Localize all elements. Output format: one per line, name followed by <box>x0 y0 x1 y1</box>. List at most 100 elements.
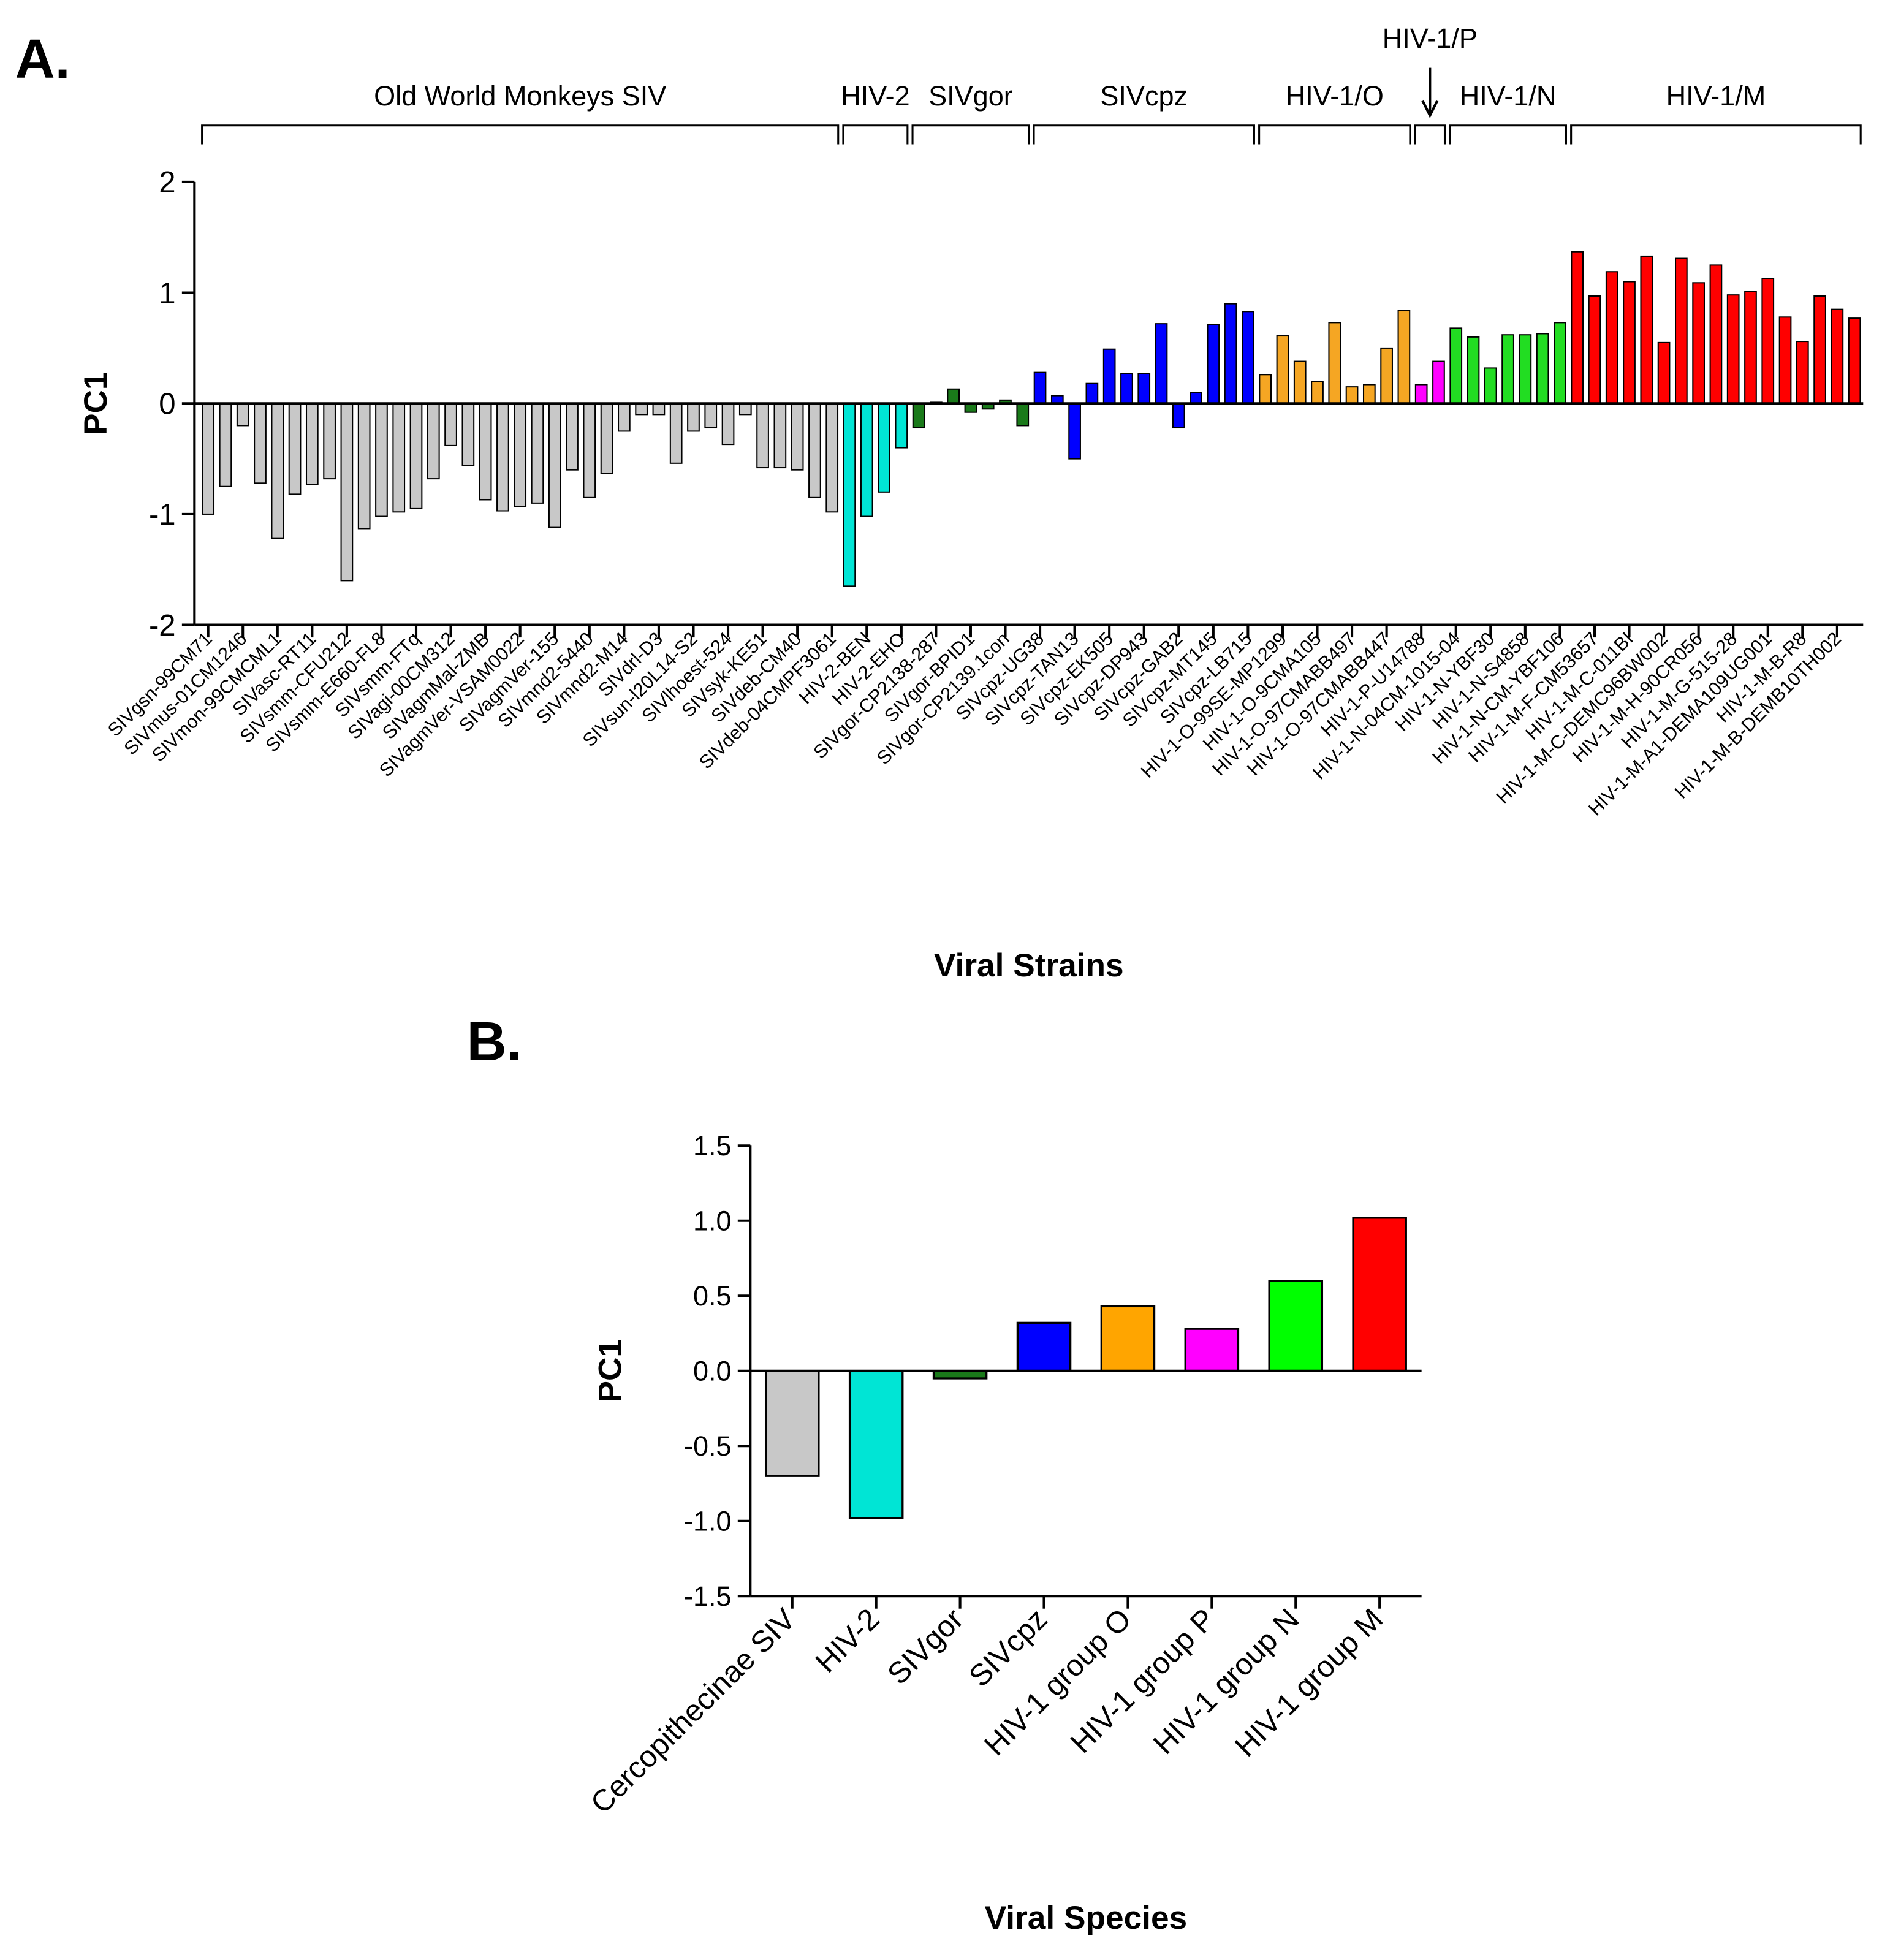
bar <box>1640 255 1653 405</box>
bar <box>1293 360 1307 405</box>
bar <box>1432 360 1445 405</box>
y-tick-label: -1.0 <box>684 1506 732 1537</box>
x-tick-label: HIV-1 group P <box>1064 1603 1221 1760</box>
bar <box>1184 1328 1240 1372</box>
bar <box>375 403 388 517</box>
bar <box>1692 282 1705 405</box>
y-tick-label: 0.0 <box>693 1356 732 1387</box>
bar <box>1137 373 1151 405</box>
bar <box>860 403 873 517</box>
bar <box>1761 278 1775 405</box>
bar <box>409 403 423 509</box>
bar <box>652 403 666 416</box>
bar <box>305 403 319 485</box>
bar <box>566 403 579 471</box>
bar <box>825 403 839 513</box>
x-tick-label: HIV-1 group M <box>1229 1603 1389 1763</box>
bar <box>583 403 596 498</box>
y-tick-label: 1.5 <box>693 1130 732 1161</box>
bar <box>1085 382 1099 405</box>
bar <box>878 403 890 493</box>
bar <box>1519 334 1532 405</box>
bar <box>1536 333 1549 405</box>
y-tick-label: -0.5 <box>684 1430 732 1462</box>
bar <box>1102 348 1116 405</box>
bar <box>271 403 284 539</box>
bar <box>600 403 613 474</box>
bar <box>444 403 457 446</box>
x-tick-label: SIVgor <box>881 1603 969 1691</box>
y-tick-label: 2 <box>159 166 175 199</box>
bar <box>791 403 804 471</box>
bar <box>1224 303 1237 405</box>
bar <box>1744 291 1757 405</box>
x-axis-label: Viral Strains <box>934 948 1124 984</box>
panel-label: B. <box>467 1011 522 1073</box>
bar <box>1155 323 1168 405</box>
bar <box>1068 403 1081 460</box>
bar <box>1623 281 1636 405</box>
bar <box>635 403 648 416</box>
group-label: HIV-1/P <box>1383 23 1478 54</box>
bar <box>964 403 977 413</box>
x-tick-label: Cercopithecinae SIV <box>585 1603 802 1820</box>
bar <box>1588 295 1601 405</box>
bar <box>357 403 371 530</box>
bar <box>848 1370 904 1519</box>
group-bracket <box>842 124 909 145</box>
bar <box>1100 1305 1156 1372</box>
group-bracket <box>1033 124 1255 145</box>
y-tick-label: -1 <box>149 498 176 531</box>
bar <box>947 388 960 405</box>
bar <box>669 403 683 464</box>
group-bracket <box>1570 124 1862 145</box>
group-label: HIV-1/M <box>1666 80 1766 112</box>
y-tick-label: 1 <box>159 277 175 310</box>
bar <box>548 403 561 528</box>
bar <box>1709 264 1723 405</box>
bar <box>1484 367 1497 405</box>
bar <box>1397 310 1411 405</box>
group-bracket <box>911 124 1030 145</box>
y-tick-label: -1.5 <box>684 1581 732 1612</box>
bar <box>1311 381 1324 405</box>
bar <box>618 403 631 432</box>
y-axis-label: PC1 <box>78 371 114 435</box>
group-bracket <box>1414 124 1446 145</box>
bar <box>427 403 440 480</box>
bar <box>1328 322 1341 405</box>
bar <box>1352 1217 1407 1372</box>
bar <box>1501 334 1514 405</box>
bar <box>1207 324 1220 405</box>
group-label: HIV-2 <box>841 80 910 112</box>
bar <box>773 403 787 469</box>
bar <box>1796 341 1809 405</box>
bar <box>1813 295 1826 405</box>
group-arrow <box>1421 67 1439 118</box>
bar <box>1571 251 1584 405</box>
bar <box>479 403 492 501</box>
bar <box>202 403 215 515</box>
bar <box>704 403 718 429</box>
bar <box>1848 317 1861 405</box>
bar <box>1190 392 1202 405</box>
bar <box>1120 373 1133 405</box>
bar <box>1268 1280 1324 1372</box>
bar <box>461 403 475 466</box>
y-tick-label: 0.5 <box>693 1280 732 1312</box>
y-axis-label: PC1 <box>592 1339 628 1403</box>
bar <box>254 403 267 484</box>
bar <box>1016 1321 1072 1372</box>
group-bracket <box>1258 124 1411 145</box>
bar <box>1033 371 1047 405</box>
bar <box>1016 403 1030 427</box>
bar <box>496 403 509 512</box>
bar <box>1675 257 1688 405</box>
bar <box>687 403 700 432</box>
bar <box>1467 336 1480 405</box>
bar <box>912 403 925 429</box>
bar <box>323 403 336 480</box>
bar <box>236 403 249 427</box>
